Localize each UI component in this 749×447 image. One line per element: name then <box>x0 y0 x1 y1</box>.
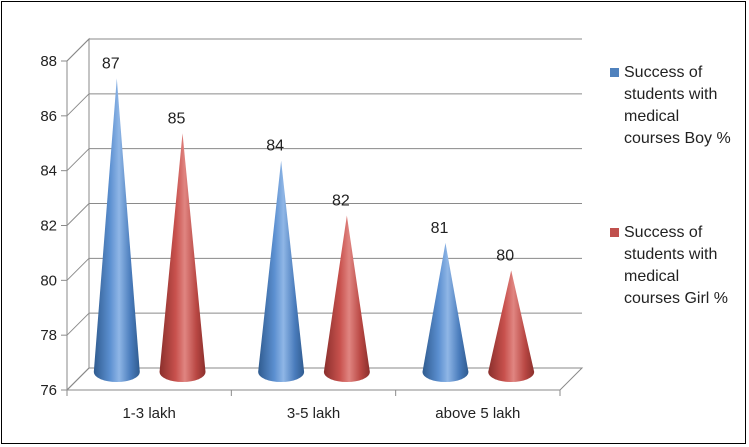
cone-1-1 <box>323 215 370 382</box>
x-tick-label-0: 1-3 lakh <box>122 405 175 422</box>
y-axis-ticks: 76 78 80 82 84 86 88 <box>40 53 67 399</box>
data-label-1-1: 82 <box>332 193 350 210</box>
x-tick-label-2: above 5 lakh <box>435 405 520 422</box>
cone-1-2 <box>488 270 535 382</box>
data-label-0-0: 87 <box>102 55 120 72</box>
gridline-diag-0 <box>66 367 90 391</box>
y-tick-label-3: 82 <box>40 218 57 235</box>
cone-body-1-2 <box>488 270 535 382</box>
y-tick-label-1: 78 <box>40 327 57 344</box>
data-label-1-0: 85 <box>168 110 186 127</box>
x-axis-ticks: 1-3 lakh 3-5 lakh above 5 lakh <box>66 390 561 422</box>
data-label-0-2: 81 <box>431 220 449 237</box>
y-tick-label-5: 86 <box>40 108 57 125</box>
cone-1-0 <box>159 133 206 382</box>
y-tick-label-2: 80 <box>40 272 57 289</box>
legend-swatch-girl <box>610 228 619 237</box>
gridline-diag-1 <box>66 312 90 336</box>
legend-swatch-boy <box>610 68 619 77</box>
gridline-diag-2 <box>66 257 90 281</box>
data-label-0-1: 84 <box>266 138 284 155</box>
cone-body-0-1 <box>258 160 305 382</box>
cone-body-0-2 <box>422 242 469 382</box>
cone-0-2 <box>422 242 469 382</box>
data-labels: 87 85 84 82 81 80 <box>102 55 514 264</box>
legend-label-girl: Success of students with medical courses… <box>624 224 729 307</box>
y-tick-label-0: 76 <box>40 382 57 399</box>
cone-0-1 <box>258 160 305 382</box>
cone-0-0 <box>93 78 140 382</box>
cone-body-0-0 <box>93 78 140 382</box>
gridline-diag-3 <box>66 203 90 226</box>
cone-body-1-1 <box>323 215 370 382</box>
gridline-diag-5 <box>66 93 90 117</box>
cone-marks <box>93 78 535 382</box>
y-tick-label-6: 88 <box>40 53 57 70</box>
gridline-diag-6 <box>66 38 90 62</box>
cone-body-1-0 <box>159 133 206 382</box>
legend-label-boy: Success of students with medical courses… <box>624 64 731 147</box>
y-tick-label-4: 84 <box>40 163 57 180</box>
data-label-1-2: 80 <box>496 247 514 264</box>
gridline-diag-4 <box>66 148 90 172</box>
x-tick-label-1: 3-5 lakh <box>287 405 340 422</box>
axes <box>66 61 560 391</box>
